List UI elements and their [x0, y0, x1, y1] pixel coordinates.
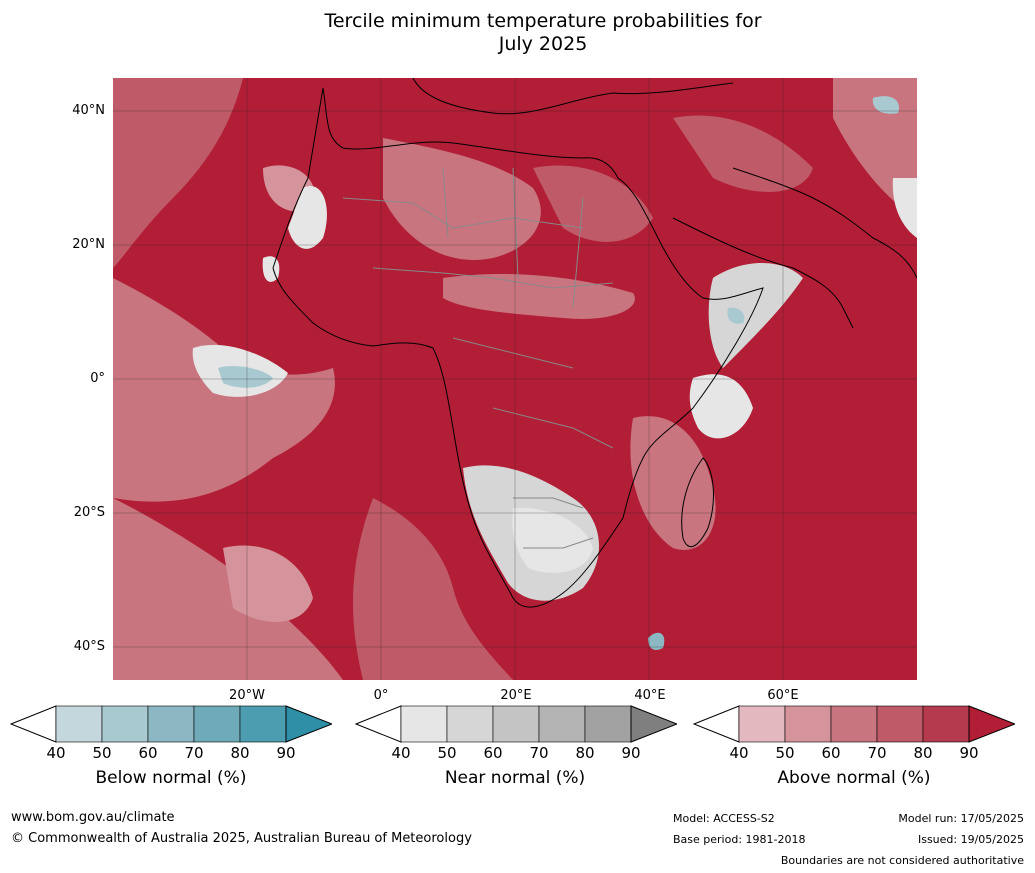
colorbar-segment: [446, 705, 494, 743]
colorbar-tick-label: 50: [437, 744, 457, 762]
colorbar-tick-label: 80: [913, 744, 933, 762]
colorbar-left-extend: [10, 705, 57, 743]
colorbar-segment: [538, 705, 586, 743]
colorbar-tick-label: 70: [184, 744, 204, 762]
colorbar-tick-label: 50: [775, 744, 795, 762]
colorbar-segment: [876, 705, 924, 743]
colorbar-below-normal: [10, 705, 332, 743]
colorbar-title-above: Above normal (%): [777, 768, 931, 788]
colorbar-segment: [101, 705, 149, 743]
footer-issued: Issued: 19/05/2025: [917, 833, 1024, 846]
lat-label-40s: 40°S: [73, 639, 105, 654]
footer-website: www.bom.gov.au/climate: [11, 810, 175, 825]
colorbar-title-near: Near normal (%): [444, 768, 586, 788]
graticule: [113, 78, 917, 680]
lat-label-20n: 20°N: [72, 237, 105, 252]
colorbar-segment: [492, 705, 540, 743]
colorbar-segment: [830, 705, 878, 743]
colorbar-tick-label: 90: [276, 744, 296, 762]
colorbar-right-extend: [285, 705, 332, 743]
coastlines: [272, 78, 917, 608]
colorbar-near-normal: [355, 705, 677, 743]
lon-label-40e: 40°E: [634, 688, 666, 703]
colorbar-right-extend: [630, 705, 677, 743]
title-line-1: Tercile minimum temperature probabilitie…: [324, 10, 762, 32]
footer-model-run: Model run: 17/05/2025: [898, 812, 1024, 825]
colorbar-segment: [922, 705, 970, 743]
colorbar-tick-label: 60: [138, 744, 158, 762]
lon-label-20e: 20°E: [500, 688, 532, 703]
country-borders: [342, 167, 614, 549]
colorbar-tick-label: 70: [867, 744, 887, 762]
colorbar-tick-label: 40: [391, 744, 411, 762]
map-title: Tercile minimum temperature probabilitie…: [0, 10, 1035, 56]
footer-copyright: © Commonwealth of Australia 2025, Austra…: [11, 831, 472, 846]
colorbar-segment: [239, 705, 287, 743]
colorbar-tick-label: 50: [92, 744, 112, 762]
colorbar-tick-label: 80: [230, 744, 250, 762]
colorbar-segment: [400, 705, 448, 743]
colorbar-tick-label: 90: [959, 744, 979, 762]
lat-label-40n: 40°N: [72, 103, 105, 118]
below-normal-areas: [218, 96, 899, 650]
colorbar-tick-label: 60: [483, 744, 503, 762]
colorbar-tick-label: 80: [575, 744, 595, 762]
colorbar-segment: [784, 705, 832, 743]
colorbar-left-extend: [355, 705, 402, 743]
colorbar-tick-label: 40: [46, 744, 66, 762]
colorbar-tick-label: 70: [529, 744, 549, 762]
lon-label-60e: 60°E: [767, 688, 799, 703]
lat-label-0: 0°: [90, 371, 105, 386]
colorbar-left-extend: [693, 705, 740, 743]
title-line-2: July 2025: [498, 33, 588, 55]
map-svg: [113, 78, 917, 680]
colorbar-segment: [738, 705, 786, 743]
colorbar-segment: [193, 705, 241, 743]
lon-label-0: 0°: [373, 688, 389, 703]
colorbar-segment: [55, 705, 103, 743]
colorbar-segment: [147, 705, 195, 743]
colorbar-right-extend: [968, 705, 1015, 743]
footer-disclaimer: Boundaries are not considered authoritat…: [780, 854, 1024, 867]
lon-label-20w: 20°W: [229, 688, 265, 703]
colorbar-above-normal: [693, 705, 1015, 743]
colorbar-title-below: Below normal (%): [95, 768, 247, 788]
colorbar-tick-label: 40: [729, 744, 749, 762]
lat-label-20s: 20°S: [73, 505, 105, 520]
colorbar-tick-label: 60: [821, 744, 841, 762]
footer-base-period: Base period: 1981-2018: [673, 833, 806, 846]
colorbar-tick-label: 90: [621, 744, 641, 762]
probability-map: [113, 78, 917, 680]
footer-model: Model: ACCESS-S2: [673, 812, 775, 825]
colorbar-segment: [584, 705, 632, 743]
